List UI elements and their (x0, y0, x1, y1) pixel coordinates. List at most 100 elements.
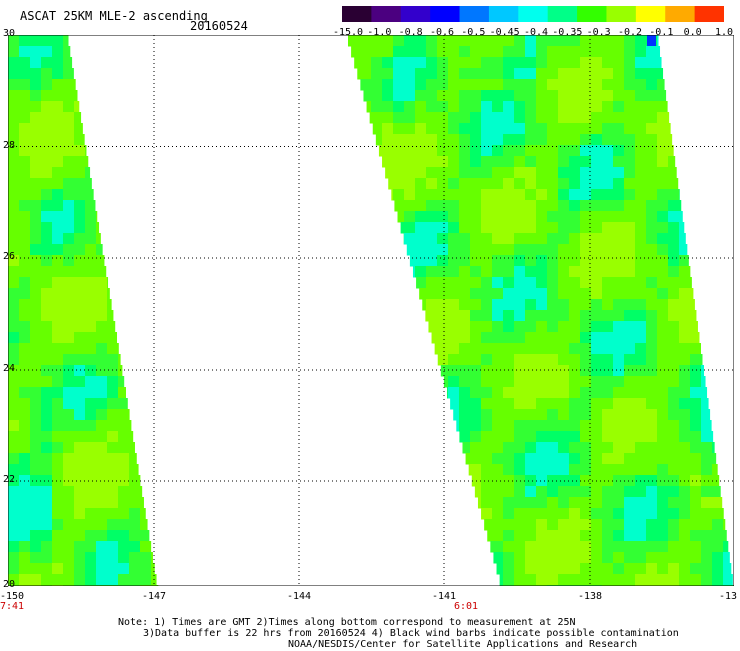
wind-cell (580, 442, 592, 454)
wind-cell (63, 332, 75, 344)
wind-cell (668, 464, 680, 476)
wind-cell (481, 57, 493, 69)
wind-cell (492, 409, 504, 421)
wind-cell (547, 178, 559, 190)
wind-cell (437, 112, 449, 124)
wind-cell (118, 376, 125, 388)
wind-cell (52, 112, 64, 124)
wind-cell (591, 277, 603, 289)
wind-cell (613, 79, 625, 91)
wind-cell (118, 541, 130, 553)
wind-cell (503, 57, 515, 69)
wind-cell (668, 123, 671, 135)
color-scale-label: -0.8 (398, 27, 423, 38)
wind-cell (129, 409, 130, 421)
wind-cell (525, 145, 537, 157)
wind-cell (547, 398, 559, 410)
wind-cell (547, 519, 559, 531)
wind-cell (591, 398, 603, 410)
wind-cell (492, 343, 504, 355)
wind-cell (646, 211, 658, 223)
wind-cell (580, 68, 592, 80)
wind-cell (481, 431, 493, 443)
wind-map-plot[interactable] (8, 35, 734, 586)
wind-cell (657, 563, 669, 575)
wind-cell (514, 409, 526, 421)
wind-cell (646, 398, 658, 410)
wind-cell (536, 156, 548, 168)
wind-cell (426, 233, 438, 245)
wind-cell (492, 68, 504, 80)
wind-cell (30, 299, 42, 311)
wind-cell (536, 79, 548, 91)
wind-cell (635, 508, 647, 520)
wind-cell (426, 266, 438, 278)
wind-cell (569, 288, 581, 300)
wind-cell (580, 156, 592, 168)
wind-cell (19, 530, 31, 542)
wind-cell (107, 321, 116, 333)
wind-cell (96, 233, 101, 245)
wind-cell (448, 299, 460, 311)
wind-cell (679, 508, 691, 520)
wind-cell (74, 222, 86, 234)
wind-cell (668, 497, 680, 509)
wind-cell (558, 387, 570, 399)
wind-cell (503, 35, 515, 47)
wind-cell (393, 57, 405, 69)
wind-cell (8, 530, 20, 542)
wind-cell (624, 288, 636, 300)
wind-cell (118, 431, 130, 443)
wind-cell (536, 332, 548, 344)
wind-cell (503, 255, 515, 267)
wind-cell (580, 464, 592, 476)
wind-cell (393, 167, 405, 179)
wind-cell (8, 563, 20, 575)
wind-cell (30, 387, 42, 399)
wind-cell (416, 277, 427, 289)
wind-cell (74, 244, 86, 256)
wind-cell (635, 68, 647, 80)
wind-cell (74, 365, 86, 377)
wind-cell (569, 255, 581, 267)
wind-cell (536, 288, 548, 300)
wind-cell (96, 277, 108, 289)
wind-cell (536, 409, 548, 421)
wind-cell (657, 343, 669, 355)
wind-cell (492, 79, 504, 91)
wind-cell (547, 35, 559, 47)
wind-cell (107, 508, 119, 520)
wind-cell (41, 497, 53, 509)
wind-cell (74, 376, 86, 388)
wind-cell (536, 563, 548, 575)
wind-cell (41, 90, 53, 102)
wind-cell (129, 497, 141, 509)
wind-cell (477, 497, 482, 509)
wind-cell (690, 519, 702, 531)
wind-cell (19, 464, 31, 476)
wind-cell (679, 310, 691, 322)
wind-cell (400, 222, 405, 234)
wind-cell (74, 519, 86, 531)
wind-cell (635, 376, 647, 388)
wind-cell (514, 145, 526, 157)
wind-cell (547, 244, 559, 256)
wind-cell (701, 530, 713, 542)
wind-cell (415, 79, 427, 91)
wind-cell (470, 409, 482, 421)
wind-cell (470, 233, 482, 245)
wind-cell (613, 35, 625, 47)
wind-cell (41, 200, 53, 212)
wind-cell (52, 299, 64, 311)
wind-cell (646, 156, 658, 168)
wind-cell (613, 90, 625, 102)
wind-cell (569, 409, 581, 421)
wind-cell (437, 68, 449, 80)
wind-cell (635, 464, 647, 476)
wind-cell (657, 299, 669, 311)
wind-cell (668, 310, 680, 322)
wind-cell (470, 277, 482, 289)
wind-cell (635, 365, 647, 377)
wind-cell (536, 266, 548, 278)
wind-cell (348, 35, 350, 47)
